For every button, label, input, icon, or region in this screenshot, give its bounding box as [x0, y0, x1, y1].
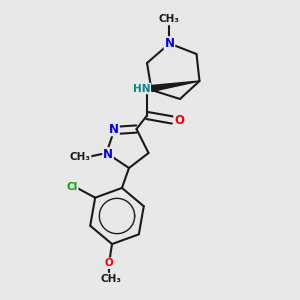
Text: CH₃: CH₃: [159, 14, 180, 25]
Text: O: O: [105, 258, 113, 268]
Text: N: N: [164, 37, 175, 50]
Text: CH₃: CH₃: [70, 152, 91, 162]
Polygon shape: [151, 81, 200, 92]
Text: HN: HN: [133, 83, 150, 94]
Text: N: N: [103, 148, 113, 161]
Text: O: O: [174, 113, 184, 127]
Text: CH₃: CH₃: [100, 274, 121, 284]
Text: Cl: Cl: [66, 182, 78, 192]
Text: N: N: [109, 122, 119, 136]
